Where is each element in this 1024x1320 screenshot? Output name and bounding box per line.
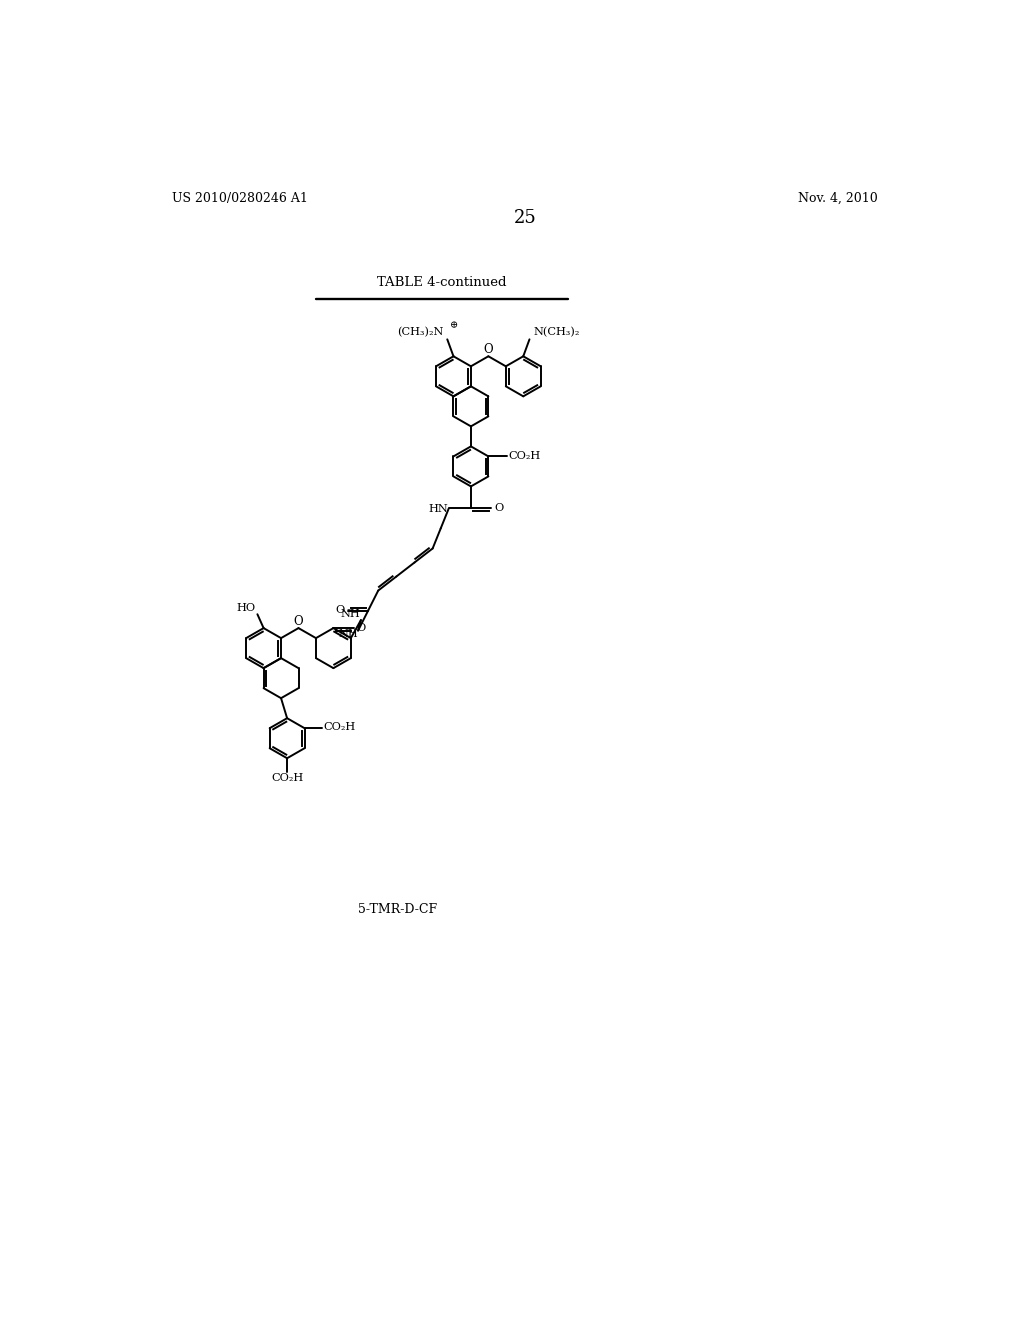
Text: CO₂H: CO₂H [324,722,355,733]
Text: ⊕: ⊕ [450,321,458,330]
Text: NH: NH [338,628,357,639]
Text: NH: NH [341,609,360,619]
Text: O: O [336,605,345,615]
Text: 25: 25 [513,210,537,227]
Text: TABLE 4-continued: TABLE 4-continued [377,276,507,289]
Text: Nov. 4, 2010: Nov. 4, 2010 [798,191,878,205]
Text: HN: HN [428,504,447,515]
Text: 5-TMR-D-CF: 5-TMR-D-CF [358,903,437,916]
Text: (CH₃)₂N: (CH₃)₂N [397,326,443,337]
Text: O: O [483,343,494,356]
Text: O: O [495,503,504,513]
Text: O: O [294,615,303,628]
Text: N(CH₃)₂: N(CH₃)₂ [534,326,580,337]
Text: HO: HO [237,603,256,612]
Text: CO₂H: CO₂H [509,450,541,461]
Text: O: O [356,623,366,634]
Text: US 2010/0280246 A1: US 2010/0280246 A1 [172,191,308,205]
Text: CO₂H: CO₂H [271,774,303,783]
